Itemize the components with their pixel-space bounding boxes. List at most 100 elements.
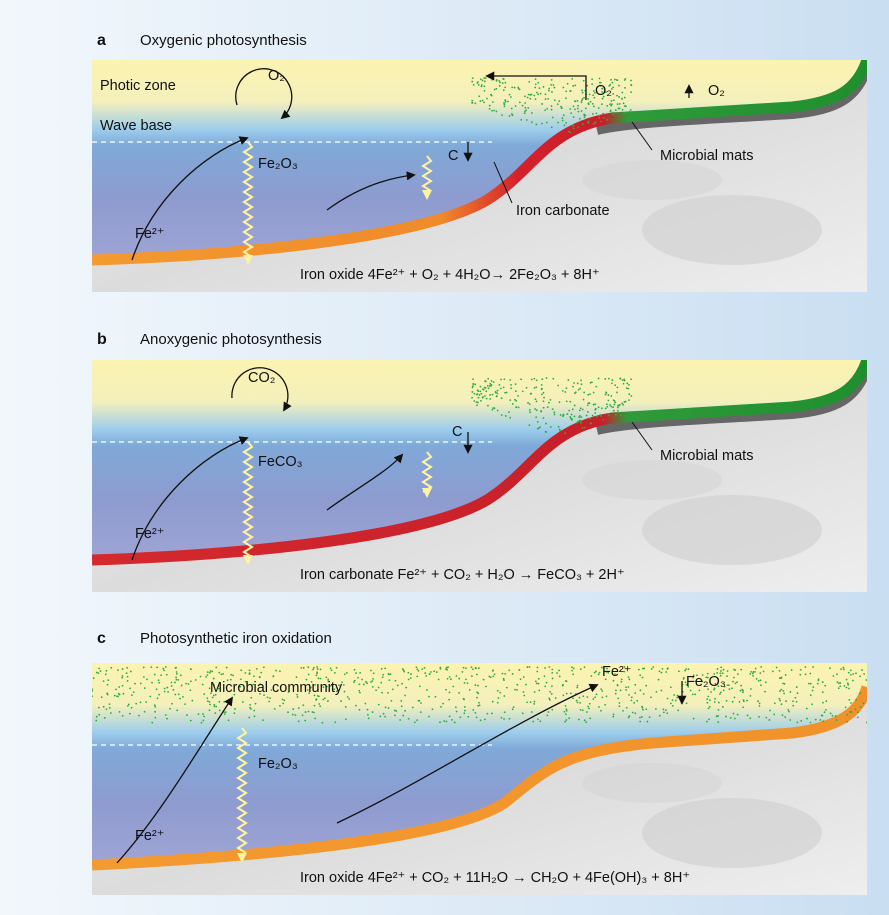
microbe	[580, 709, 582, 711]
microbe	[509, 399, 511, 401]
microbe	[574, 405, 576, 407]
microbe	[472, 709, 474, 711]
microbe	[367, 709, 369, 711]
microbe	[604, 378, 606, 380]
microbe	[509, 718, 511, 720]
microbe	[397, 685, 399, 687]
microbe	[613, 410, 615, 412]
microbe	[336, 667, 338, 669]
microbe	[652, 666, 654, 668]
microbe	[279, 670, 281, 672]
microbe	[476, 404, 478, 406]
microbe	[617, 410, 619, 412]
microbe	[582, 427, 584, 429]
panel-title: Anoxygenic photosynthesis	[140, 331, 322, 348]
microbe	[812, 686, 814, 688]
microbe	[564, 721, 566, 723]
microbe	[779, 700, 781, 702]
microbe	[482, 80, 484, 82]
microbe	[250, 697, 252, 699]
microbe	[785, 674, 787, 676]
microbe	[565, 97, 567, 99]
microbe	[740, 669, 742, 671]
microbe	[317, 668, 319, 670]
microbe	[495, 392, 497, 394]
microbe	[618, 705, 620, 707]
microbe	[584, 116, 586, 118]
microbe	[535, 398, 537, 400]
microbe	[302, 714, 304, 716]
microbe	[482, 100, 484, 102]
microbe	[476, 674, 478, 676]
microbe	[491, 409, 493, 411]
microbe	[464, 706, 466, 708]
microbe	[634, 712, 636, 714]
microbe	[520, 678, 522, 680]
microbe	[520, 119, 522, 121]
microbe	[574, 84, 576, 86]
microbe	[540, 410, 542, 412]
microbe	[479, 390, 481, 392]
microbe	[578, 719, 580, 721]
microbe	[784, 716, 786, 718]
microbe	[475, 667, 477, 669]
microbe	[519, 101, 521, 103]
microbe	[706, 721, 708, 723]
microbe	[378, 704, 380, 706]
microbe	[624, 112, 626, 114]
microbe	[577, 108, 579, 110]
microbe	[118, 686, 120, 688]
microbe	[580, 422, 582, 424]
microbe	[586, 415, 588, 417]
microbe	[171, 703, 173, 705]
microbe	[473, 400, 475, 402]
microbe	[211, 671, 213, 673]
microbe	[471, 397, 473, 399]
microbe	[572, 85, 574, 87]
microbe	[485, 380, 487, 382]
microbe	[507, 101, 509, 103]
microbe	[373, 672, 375, 674]
microbe	[416, 676, 418, 678]
microbe	[273, 675, 275, 677]
microbe	[601, 407, 603, 409]
microbe	[440, 706, 442, 708]
microbe	[503, 89, 505, 91]
microbe	[797, 692, 799, 694]
microbe	[548, 90, 550, 92]
microbe	[693, 718, 695, 720]
microbe	[166, 718, 168, 720]
microbe	[571, 666, 573, 668]
microbe	[551, 105, 553, 107]
microbe	[203, 719, 205, 721]
microbe	[573, 105, 575, 107]
microbe	[516, 684, 518, 686]
microbe	[313, 667, 315, 669]
microbe	[312, 669, 314, 671]
microbe	[533, 378, 535, 380]
microbe	[478, 84, 480, 86]
microbe	[675, 700, 677, 702]
microbe	[144, 711, 146, 713]
microbe	[720, 666, 722, 668]
microbe	[808, 683, 810, 685]
microbe	[318, 703, 320, 705]
microbe	[473, 393, 475, 395]
microbe	[472, 77, 474, 79]
microbe	[631, 696, 633, 698]
microbe	[387, 673, 389, 675]
microbe	[492, 101, 494, 103]
microbe	[492, 676, 494, 678]
microbe	[615, 414, 617, 416]
microbe	[463, 699, 465, 701]
microbe	[564, 124, 566, 126]
microbe	[760, 666, 762, 668]
microbe	[537, 421, 539, 423]
microbe	[158, 682, 160, 684]
microbe	[628, 694, 630, 696]
microbe	[600, 415, 602, 417]
microbe	[388, 707, 390, 709]
microbe	[558, 426, 560, 428]
